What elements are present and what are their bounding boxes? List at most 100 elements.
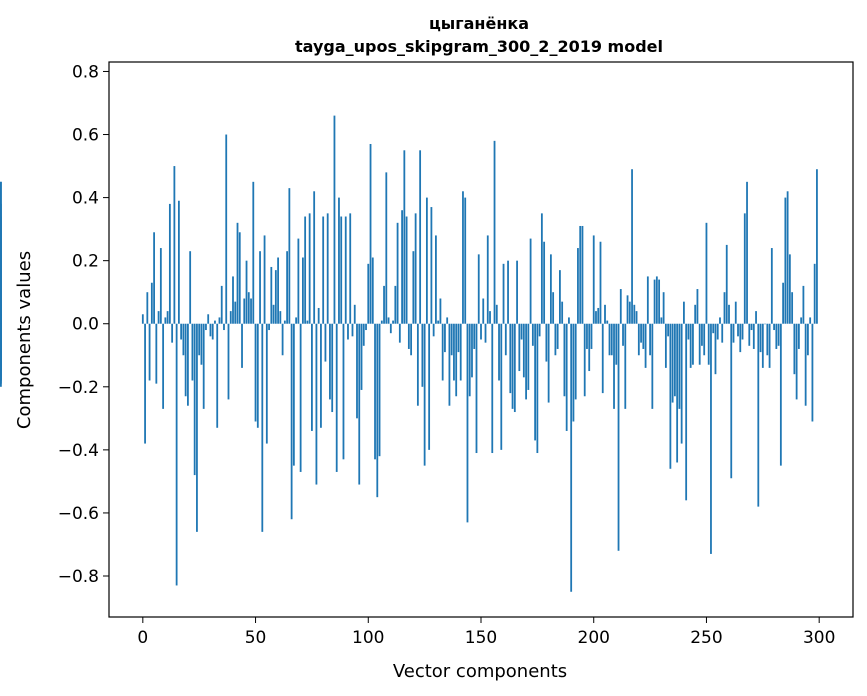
bar xyxy=(667,323,670,337)
bar xyxy=(788,254,791,324)
bar xyxy=(216,323,219,428)
bar xyxy=(441,323,444,381)
x-tick-label: 100 xyxy=(352,628,384,648)
bar xyxy=(457,323,460,353)
bar xyxy=(795,323,798,400)
bar xyxy=(229,311,232,324)
bar xyxy=(669,323,672,469)
bar xyxy=(315,323,318,485)
bar xyxy=(455,323,458,397)
bar xyxy=(662,292,665,324)
bar xyxy=(0,314,2,324)
bar xyxy=(660,317,663,324)
bar xyxy=(712,323,715,334)
bar xyxy=(482,298,485,324)
bar xyxy=(579,225,582,324)
bar xyxy=(371,257,374,324)
bar xyxy=(448,323,451,406)
bar xyxy=(768,323,771,368)
bar xyxy=(779,323,782,466)
bar xyxy=(583,323,586,397)
bar xyxy=(703,323,706,356)
bar xyxy=(304,216,307,324)
bar xyxy=(732,323,735,343)
bar xyxy=(559,270,561,324)
y-tick-label: 0.6 xyxy=(72,126,99,146)
bar xyxy=(601,323,604,394)
bar xyxy=(653,279,656,324)
bar xyxy=(556,323,559,349)
bar xyxy=(349,213,352,324)
bar xyxy=(175,323,178,586)
bar xyxy=(545,323,548,362)
bar xyxy=(775,323,778,349)
bar xyxy=(468,323,471,397)
bar xyxy=(279,311,282,324)
bar xyxy=(202,323,205,409)
bar xyxy=(565,323,568,431)
bar xyxy=(631,169,633,324)
bar xyxy=(671,323,674,403)
bar xyxy=(507,260,509,324)
bar xyxy=(617,323,620,551)
bar xyxy=(502,263,505,324)
bar xyxy=(335,323,338,472)
bar xyxy=(793,323,796,375)
bar xyxy=(333,115,336,324)
bar xyxy=(241,323,243,368)
bar xyxy=(608,323,611,356)
bar xyxy=(777,323,780,346)
bar xyxy=(290,323,293,520)
bar xyxy=(475,323,478,454)
y-axis-ticks: −0.8 −0.6 −0.4 −0.2 0.0 0.2 0.4 0.6 0.8 xyxy=(58,62,109,587)
bar xyxy=(358,323,361,485)
bar xyxy=(247,292,250,324)
bar xyxy=(360,323,363,390)
bar xyxy=(164,317,167,324)
bar xyxy=(561,301,564,324)
bar xyxy=(412,251,415,324)
bar xyxy=(581,225,584,324)
bar xyxy=(317,307,320,324)
bar xyxy=(696,289,699,324)
bar xyxy=(646,276,649,324)
bar xyxy=(563,323,566,397)
bar xyxy=(685,323,688,501)
bar xyxy=(146,292,149,324)
bar xyxy=(153,232,155,324)
bar xyxy=(347,323,349,340)
bar xyxy=(680,323,683,444)
bar xyxy=(200,323,203,365)
bar xyxy=(261,323,264,532)
bar xyxy=(543,241,546,324)
bar xyxy=(493,140,496,324)
bar xyxy=(182,323,185,356)
bar xyxy=(173,166,176,324)
bar xyxy=(437,320,440,324)
bar xyxy=(218,317,221,324)
bar xyxy=(748,323,751,346)
bar xyxy=(473,323,476,349)
bar xyxy=(207,314,210,324)
bar xyxy=(628,301,631,324)
bar xyxy=(730,323,733,479)
bar xyxy=(592,235,595,324)
bar xyxy=(243,298,246,324)
y-tick-label: 0.8 xyxy=(72,62,99,82)
bar xyxy=(263,235,266,324)
bar xyxy=(392,320,394,324)
bar xyxy=(809,317,812,324)
bar xyxy=(513,323,516,413)
bar xyxy=(741,323,744,340)
bar xyxy=(728,304,730,324)
bar xyxy=(322,216,325,324)
bar xyxy=(324,323,327,362)
bar xyxy=(626,295,629,324)
bar xyxy=(189,251,192,324)
bar xyxy=(658,279,661,324)
bar xyxy=(223,323,225,331)
bar xyxy=(383,285,385,324)
bar xyxy=(403,150,406,324)
bar xyxy=(588,323,591,372)
